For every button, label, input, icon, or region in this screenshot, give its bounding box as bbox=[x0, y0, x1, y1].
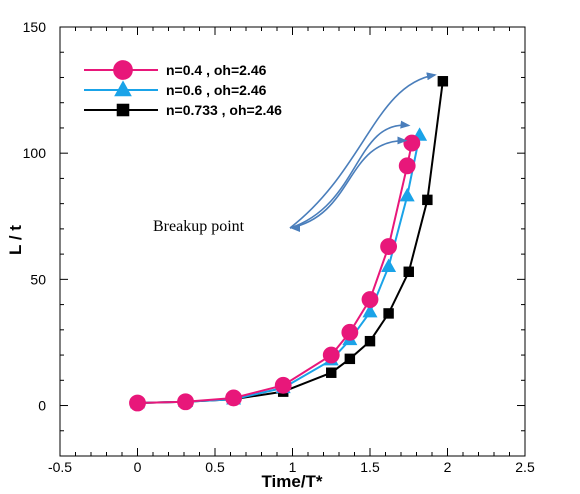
annotation-arrow-tail bbox=[290, 225, 300, 232]
axis-ticks bbox=[59, 26, 526, 457]
data-point bbox=[341, 323, 359, 341]
data-point bbox=[344, 353, 356, 365]
y-axis-title: L / t bbox=[6, 225, 25, 255]
data-point bbox=[398, 157, 416, 175]
y-tick-label: 100 bbox=[23, 145, 47, 161]
data-point bbox=[177, 393, 194, 411]
legend-marker bbox=[113, 60, 133, 80]
x-tick-label: 1 bbox=[289, 459, 297, 475]
data-point bbox=[399, 187, 415, 202]
annotation-arrow bbox=[289, 136, 408, 229]
y-tick-label: 0 bbox=[38, 398, 46, 414]
annotation-breakup-point: Breakup point bbox=[153, 218, 245, 235]
x-tick-label: 0 bbox=[134, 459, 142, 475]
legend-marker bbox=[114, 80, 132, 97]
annotation-arrow bbox=[289, 120, 411, 229]
legend-label: n=0.6 , oh=2.46 bbox=[166, 82, 267, 98]
data-point bbox=[129, 394, 146, 412]
x-tick-label: 1.5 bbox=[360, 459, 380, 475]
legend-entry: n=0.6 , oh=2.46 bbox=[84, 80, 267, 98]
data-point bbox=[322, 346, 340, 364]
data-point bbox=[422, 194, 433, 206]
legend-entry: n=0.4 , oh=2.46 bbox=[84, 60, 267, 80]
legend-label: n=0.733 , oh=2.46 bbox=[166, 102, 282, 118]
series-line bbox=[137, 142, 413, 404]
data-point bbox=[364, 335, 376, 347]
data-point bbox=[383, 308, 394, 319]
plot-frame bbox=[59, 26, 526, 457]
series-1 bbox=[129, 134, 421, 412]
data-point bbox=[274, 376, 292, 394]
y-tick-label: 150 bbox=[23, 19, 47, 35]
x-tick-label: -0.5 bbox=[48, 459, 72, 475]
y-tick-label: 50 bbox=[30, 271, 46, 287]
series-line bbox=[137, 81, 444, 404]
legend-marker bbox=[116, 103, 130, 117]
x-tick-label: 0.5 bbox=[205, 459, 225, 475]
annotation-arrow bbox=[289, 72, 437, 229]
series-layer bbox=[129, 76, 449, 412]
data-point bbox=[362, 304, 378, 318]
data-point bbox=[225, 389, 243, 407]
series-line bbox=[137, 135, 421, 404]
x-tick-label: 2 bbox=[444, 459, 452, 475]
legend-label: n=0.4 , oh=2.46 bbox=[166, 62, 267, 78]
legend: n=0.4 , oh=2.46 n=0.6 , oh=2.46 n=0.733 , … bbox=[84, 60, 282, 118]
data-point bbox=[381, 258, 397, 272]
data-point bbox=[326, 367, 337, 378]
data-point bbox=[403, 134, 421, 152]
annotation-layer: Breakup point bbox=[153, 72, 437, 235]
data-point bbox=[361, 291, 379, 308]
tick-labels: -0.5 0 0.5 1 1.5 2 2.5 0 50 100 150 bbox=[23, 19, 535, 475]
data-point bbox=[437, 76, 449, 87]
plot-border bbox=[59, 26, 526, 457]
data-point bbox=[380, 238, 398, 255]
series-3 bbox=[132, 76, 449, 409]
x-tick-label: 2.5 bbox=[515, 459, 535, 475]
legend-entry: n=0.733 , oh=2.46 bbox=[84, 102, 282, 118]
data-point bbox=[403, 266, 414, 278]
x-axis-title: Time/T* bbox=[261, 472, 322, 491]
